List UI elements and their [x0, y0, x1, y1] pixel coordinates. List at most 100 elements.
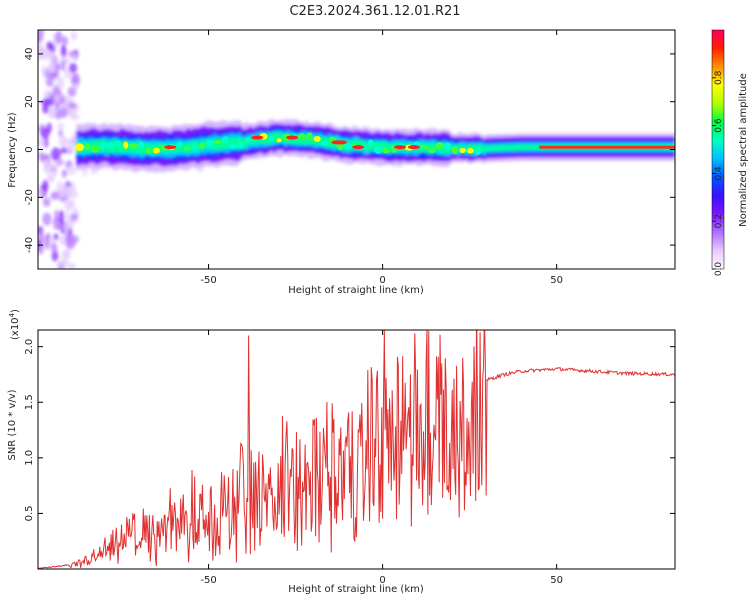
heatmap-blob — [268, 136, 275, 142]
heatmap-speckle — [54, 93, 61, 104]
heatmap-speckle — [61, 36, 68, 46]
heatmap-blob — [474, 146, 482, 155]
heatmap-speckle — [61, 258, 69, 267]
line-ylabel: SNR (10 * v/v) — [7, 389, 18, 460]
line-layer — [38, 330, 675, 569]
heatmap-peak — [394, 145, 407, 150]
heatmap-speckle — [70, 31, 78, 41]
heatmap-speckle — [72, 113, 80, 121]
heatmap-blob — [244, 137, 252, 142]
heatmap-speckle — [54, 101, 60, 110]
heatmap-y-tick-label: 0 — [24, 146, 35, 152]
line-frame — [37, 329, 676, 570]
heatmap-speckle — [67, 86, 77, 97]
heatmap-speckle — [42, 179, 49, 192]
heatmap-speckle — [49, 54, 59, 65]
heatmap-speckle — [66, 167, 77, 176]
heatmap-blob — [123, 141, 129, 149]
heatmap-blob — [276, 138, 282, 143]
heatmap-speckle — [51, 250, 59, 262]
heatmap-blob — [213, 139, 222, 145]
heatmap-speckle — [42, 103, 49, 114]
heatmap-speckle — [65, 142, 76, 152]
heatmap-speckle — [58, 210, 65, 224]
heatmap-speckle — [50, 147, 61, 161]
heatmap-peak — [334, 140, 347, 145]
heatmap-speckle — [46, 41, 54, 51]
heatmap-blob — [466, 147, 474, 154]
heatmap-speckle — [50, 191, 60, 201]
heatmap-ridge-peak — [539, 145, 675, 149]
heatmap-speckle — [56, 76, 65, 90]
heatmap-speckle — [38, 230, 44, 243]
heatmap-speckle — [72, 54, 78, 62]
heatmap-blob — [145, 147, 152, 154]
heatmap-speckle — [65, 237, 76, 250]
heatmap-layer — [38, 30, 675, 269]
heatmap-y-tick-label: -20 — [24, 189, 35, 205]
line-y-tick-label: 2.0 — [24, 339, 35, 355]
heatmap-speckle — [43, 89, 53, 99]
heatmap-speckle — [45, 76, 54, 88]
heatmap-x-tick-label: 0 — [379, 275, 385, 286]
colorbar-tick-label: 0.6 — [714, 118, 724, 133]
heatmap-speckle — [55, 64, 60, 72]
heatmap-blob — [84, 143, 91, 150]
colorbar — [711, 29, 725, 270]
heatmap-y-tick-label: -40 — [24, 237, 35, 253]
heatmap-speckle — [43, 235, 50, 249]
heatmap-speckle — [61, 58, 66, 72]
heatmap-x-tick-label: 50 — [550, 275, 563, 286]
line-x-tick-label: -50 — [200, 575, 216, 586]
heatmap-blob — [75, 143, 85, 152]
heatmap-blob — [435, 141, 444, 150]
heatmap-blob — [199, 142, 205, 149]
y-multiplier: (x104) — [8, 309, 21, 340]
colorbar-tick-label: 0.8 — [714, 70, 724, 85]
heatmap-speckle — [38, 46, 43, 54]
heatmap-blob — [297, 133, 306, 140]
heatmap-peak — [286, 135, 299, 140]
heatmap-speckle — [41, 64, 46, 77]
heatmap-blob — [336, 143, 344, 151]
heatmap-speckle — [54, 215, 59, 222]
colorbar-label: Normalized spectral amplitude — [738, 73, 749, 227]
heatmap-blob — [313, 135, 321, 142]
heatmap-texture — [38, 30, 675, 269]
heatmap-speckle — [65, 211, 70, 220]
heatmap-blob — [190, 144, 199, 150]
heatmap-speckle — [67, 102, 77, 109]
heatmap-speckle — [38, 150, 41, 161]
heatmap-blob — [90, 145, 100, 153]
line-y-tick-label: 1.5 — [24, 394, 35, 410]
heatmap-speckle — [46, 122, 52, 134]
heatmap-speckle — [63, 221, 69, 235]
line-xlabel: Height of straight line (km) — [288, 584, 424, 595]
heatmap-blob — [205, 139, 215, 147]
heatmap-speckle — [62, 248, 71, 260]
heatmap-speckle — [50, 243, 58, 253]
line-y-tick-label: 1.0 — [24, 450, 35, 466]
heatmap-blob — [321, 141, 329, 146]
heatmap-speckle — [41, 98, 50, 107]
heatmap-speckle — [52, 163, 58, 178]
y-multiplier-close: ) — [10, 309, 21, 313]
heatmap-speckle — [55, 30, 63, 44]
heatmap-blob — [229, 143, 237, 149]
heatmap-speckle — [43, 158, 53, 169]
heatmap-axes: -50 0 50 -40 -20 0 20 40 — [24, 30, 675, 286]
heatmap-blob — [343, 143, 353, 150]
heatmap-speckle — [38, 32, 44, 42]
heatmap-blob — [129, 143, 138, 149]
heatmap-speckle — [47, 105, 57, 117]
heatmap-blob — [176, 141, 183, 148]
heatmap-blob — [183, 146, 191, 151]
heatmap-blob — [115, 140, 121, 148]
heatmap-blob — [451, 146, 459, 155]
heatmap-blob — [106, 142, 115, 148]
chart-title: C2E3.2024.361.12.01.R21 — [289, 4, 460, 19]
heatmap-blob — [381, 147, 391, 154]
heatmap-speckle — [70, 213, 78, 222]
colorbar-ticks: 0.0 0.2 0.4 0.6 0.8 — [712, 70, 724, 276]
